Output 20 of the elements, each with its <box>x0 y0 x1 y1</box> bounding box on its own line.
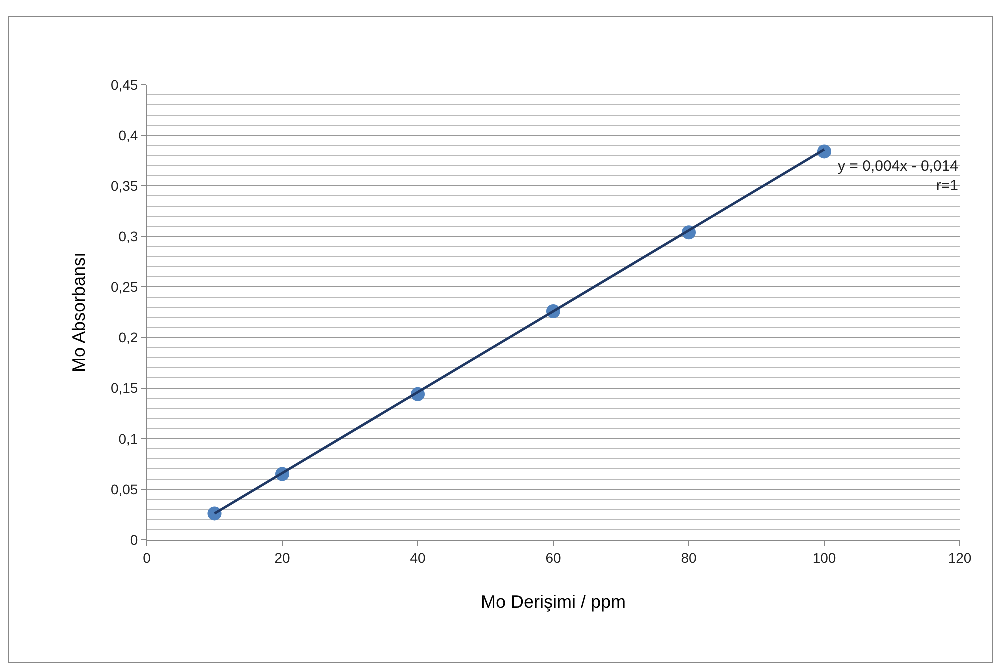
x-axis-title: Mo Derişimi / ppm <box>480 592 626 612</box>
x-tick-label: 40 <box>410 550 426 566</box>
y-tick-label: 0,25 <box>110 279 138 296</box>
y-tick-label: 0,4 <box>118 127 138 144</box>
y-tick-label: 0,15 <box>110 380 138 396</box>
y-tick-label: 0,45 <box>110 76 138 93</box>
y-tick-label: 0,1 <box>118 430 138 447</box>
y-axis-title: Mo Absorbansı <box>69 252 90 373</box>
y-tick-label: 0 <box>130 532 138 548</box>
x-tick-label: 60 <box>546 550 562 566</box>
x-tick-label: 20 <box>274 550 290 566</box>
annotation: y = 0,004x - 0,014 r=1 <box>838 158 958 194</box>
y-tick-label: 0,2 <box>118 330 138 346</box>
x-tick-label: 120 <box>948 550 972 566</box>
y-tick-label: 0,35 <box>110 178 138 194</box>
y-tick-label: 0,3 <box>118 228 138 245</box>
x-tick-label: 100 <box>812 550 836 566</box>
x-tick-label: 80 <box>681 550 697 566</box>
x-tick-label: 0 <box>143 550 152 566</box>
y-tick-label: 0,05 <box>110 481 138 498</box>
